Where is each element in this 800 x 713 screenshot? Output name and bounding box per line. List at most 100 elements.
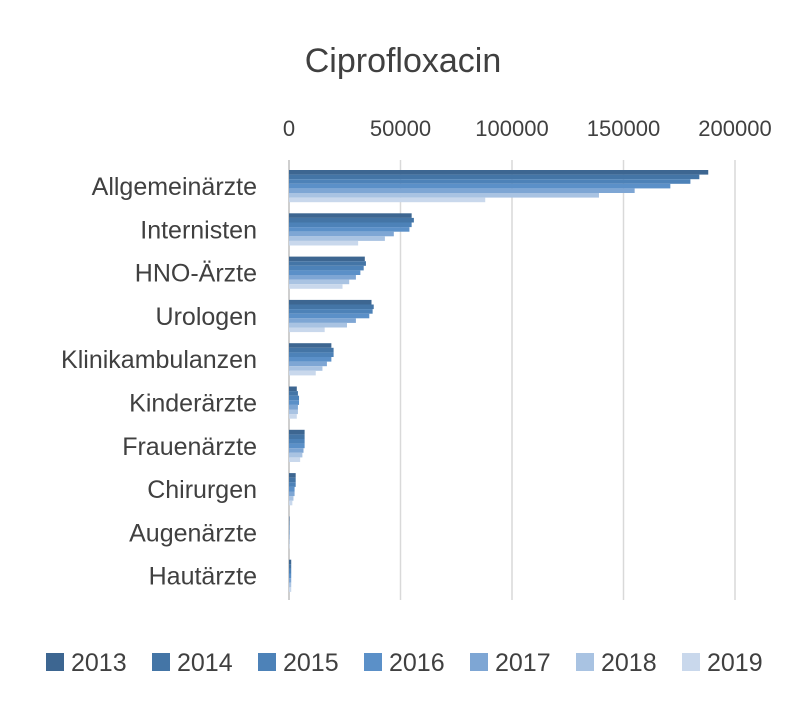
bar [289,270,361,275]
category-label: Internisten [140,216,257,244]
legend-swatch [682,653,700,671]
bars [289,170,709,592]
bar [289,500,293,506]
legend-label: 2013 [71,649,127,677]
bar [289,482,296,487]
x-tick-label: 50000 [370,116,431,141]
bar [289,265,364,271]
bar [289,582,292,588]
bar [289,231,394,237]
legend-label: 2015 [283,649,339,677]
bar [289,309,373,314]
bar [289,197,486,203]
category-label: Kinderärzte [129,390,257,418]
chart-title: Ciprofloxacin [305,42,502,80]
category-label: HNO-Ärzte [135,260,257,288]
x-tick-label: 0 [283,116,295,141]
bar [289,491,295,497]
bar [289,473,296,478]
bar [289,386,297,392]
bar [289,352,334,357]
bar [289,448,304,453]
bar [289,179,691,184]
category-label: Hautärzte [149,563,257,591]
bar [289,213,412,218]
legend-label: 2014 [177,649,233,677]
bar [289,299,372,305]
legend-label: 2019 [707,649,763,677]
legend-swatch [258,653,276,671]
category-label: Urologen [156,303,257,331]
legend-swatch [46,653,64,671]
bar [289,188,635,193]
bar [289,174,700,180]
x-axis-ticks: 0 50000 100000 150000 200000 [283,116,772,141]
bar [289,486,295,492]
x-tick-label: 150000 [587,116,660,141]
bar [289,395,300,401]
bar [289,236,385,241]
bar [289,275,356,280]
bar [289,564,292,569]
category-label: Allgemeinärzte [92,173,257,201]
legend-label: 2017 [495,649,551,677]
bar [289,534,290,540]
bar [289,457,301,462]
bar [289,429,305,435]
bar [289,443,305,449]
bar [289,313,370,319]
bar [289,284,343,289]
bar [289,347,334,353]
bar [289,477,296,483]
legend-swatch [576,653,594,671]
bar [289,170,709,175]
bar [289,366,323,371]
bar [289,343,332,348]
bar [289,544,290,549]
bar [289,452,303,458]
x-tick-label: 200000 [698,116,771,141]
bar [289,587,292,592]
bar [289,370,316,376]
bar [289,318,356,323]
category-labels: Allgemeinärzte Internisten HNO-Ärzte Urolog… [61,173,257,591]
bar [289,222,412,228]
bar [289,256,365,262]
bar [289,525,290,531]
x-tick-label: 100000 [475,116,548,141]
bar [289,530,290,535]
bar [289,434,305,439]
bar [289,261,366,266]
category-label: Augenärzte [129,519,257,547]
bar [289,391,298,396]
bar [289,559,292,565]
bar [289,439,305,444]
bar [289,414,297,419]
bar [289,322,347,328]
legend-swatch [470,653,488,671]
bar [289,361,327,367]
bar [289,578,292,583]
bar [289,573,292,579]
bar [289,357,332,362]
bar [289,217,414,223]
bar [289,227,410,232]
bar [289,240,359,246]
bar [289,496,294,501]
bar [289,539,290,544]
bar [289,183,671,189]
bar [289,400,300,405]
bar [289,404,298,410]
bar [289,279,350,285]
bar [289,516,290,521]
bar [289,304,374,310]
category-label: Chirurgen [147,476,257,504]
legend-label: 2016 [389,649,445,677]
legend-swatch [152,653,170,671]
legend: 2013 2014 2015 2016 2017 2018 2019 [46,649,763,677]
bar [289,193,599,198]
bar [289,568,292,574]
bar [289,327,325,333]
legend-label: 2018 [601,649,657,677]
